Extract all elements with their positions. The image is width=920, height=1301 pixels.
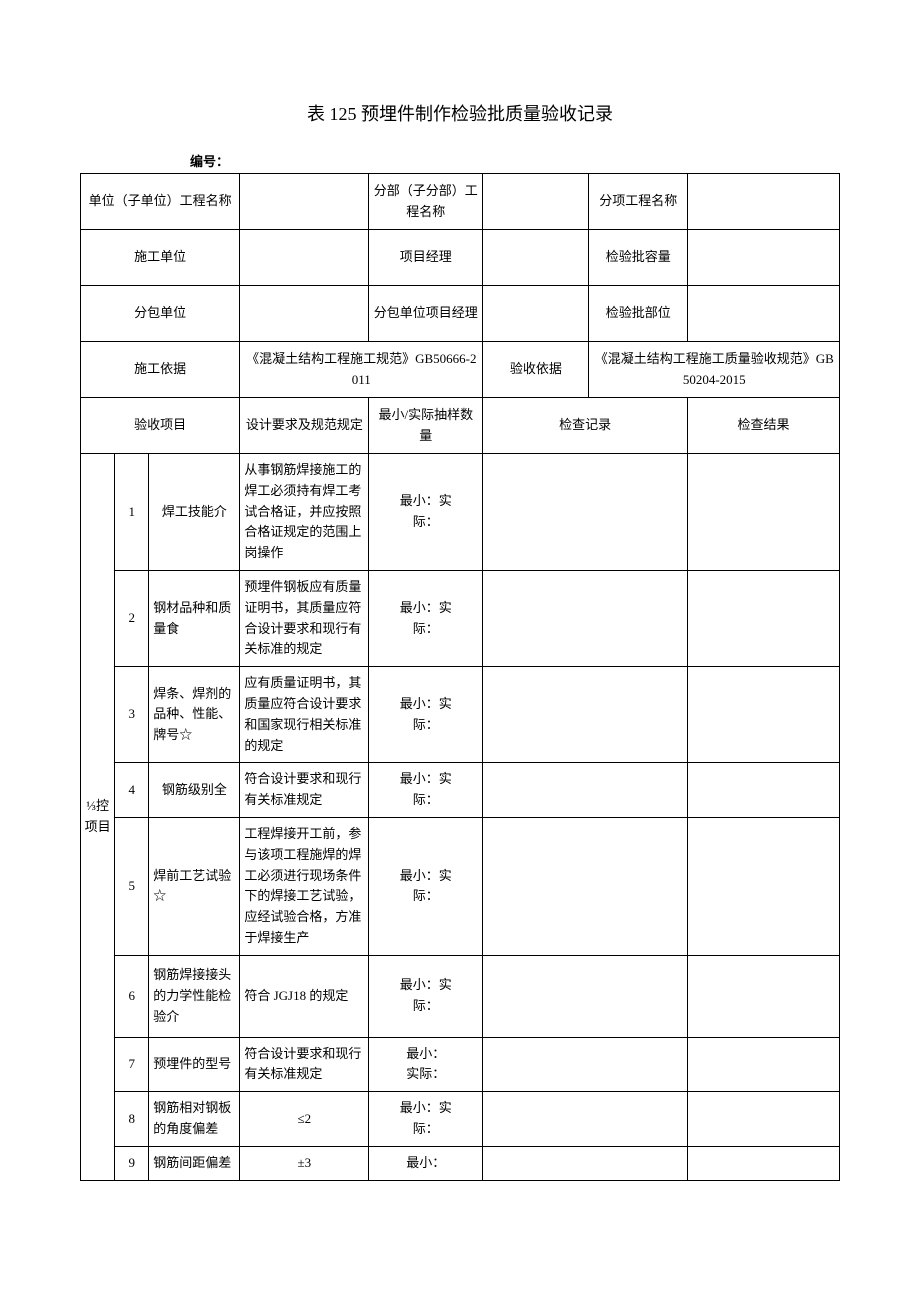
row-record [483, 817, 688, 955]
row-qty: 最小：实际： [369, 1037, 483, 1092]
row-req: 符合设计要求和现行有关标准规定 [240, 763, 369, 818]
row-qty: 最小：实际： [369, 667, 483, 763]
row-record [483, 1092, 688, 1147]
row-result [688, 817, 840, 955]
row-qty: 最小：实际： [369, 570, 483, 666]
page-title: 表 125 预埋件制作检验批质量验收记录 [80, 100, 840, 126]
project-manager-label: 项目经理 [369, 230, 483, 286]
table-row: 7 预埋件的型号 符合设计要求和现行有关标准规定 最小：实际： [81, 1037, 840, 1092]
subcontractor-label: 分包单位 [81, 286, 240, 342]
row-name: 钢筋级别全 [149, 763, 240, 818]
batch-position-value [688, 286, 840, 342]
row-qty: 最小： [369, 1146, 483, 1180]
table-row: 2 钢材品种和质量食 预埋件钢板应有质量证明书，其质量应符合设计要求和现行有关标… [81, 570, 840, 666]
row-result [688, 1037, 840, 1092]
col-check-record: 检查记录 [483, 398, 688, 454]
row-no: 6 [115, 955, 149, 1037]
subcontractor-value [240, 286, 369, 342]
row-result [688, 570, 840, 666]
row-no: 8 [115, 1092, 149, 1147]
row-result [688, 1146, 840, 1180]
row-req: 工程焊接开工前，参与该项工程施焊的焊工必须进行现场条件下的焊接工艺试验，应经试验… [240, 817, 369, 955]
row-no: 9 [115, 1146, 149, 1180]
sub-project-manager-value [483, 286, 589, 342]
division-project-label: 分部（子分部）工程名称 [369, 174, 483, 230]
row-result [688, 454, 840, 571]
row-name: 焊工技能介 [149, 454, 240, 571]
batch-capacity-label: 检验批容量 [589, 230, 688, 286]
row-no: 3 [115, 667, 149, 763]
serial-label: 编号： [80, 151, 840, 170]
row-result [688, 1092, 840, 1147]
header-row-2: 施工单位 项目经理 检验批容量 [81, 230, 840, 286]
row-name: 预埋件的型号 [149, 1037, 240, 1092]
row-qty: 最小：实际： [369, 1092, 483, 1147]
table-row: 5 焊前工艺试验☆ 工程焊接开工前，参与该项工程施焊的焊工必须进行现场条件下的焊… [81, 817, 840, 955]
col-acceptance-item: 验收项目 [81, 398, 240, 454]
construction-unit-value [240, 230, 369, 286]
sub-project-manager-label: 分包单位项目经理 [369, 286, 483, 342]
col-check-result: 检查结果 [688, 398, 840, 454]
row-qty: 最小：实际： [369, 817, 483, 955]
row-qty: 最小：实际： [369, 955, 483, 1037]
sub-project-name-label: 分项工程名称 [589, 174, 688, 230]
row-no: 5 [115, 817, 149, 955]
header-row-1: 单位（子单位）工程名称 分部（子分部）工程名称 分项工程名称 [81, 174, 840, 230]
row-record [483, 454, 688, 571]
row-name: 钢筋焊接接头的力学性能检验介 [149, 955, 240, 1037]
row-req: ≤2 [240, 1092, 369, 1147]
table-row: 6 钢筋焊接接头的力学性能检验介 符合 JGJ18 的规定 最小：实际： [81, 955, 840, 1037]
row-req: 预埋件钢板应有质量证明书，其质量应符合设计要求和现行有关标准的规定 [240, 570, 369, 666]
table-row: 9 钢筋间距偏差 ±3 最小： [81, 1146, 840, 1180]
row-result [688, 667, 840, 763]
table-row: ⅓控项目 1 焊工技能介 从事钢筋焊接施工的焊工必须持有焊工考试合格证，并应按照… [81, 454, 840, 571]
column-header-row: 验收项目 设计要求及规范规定 最小/实际抽样数量 检查记录 检查结果 [81, 398, 840, 454]
row-no: 1 [115, 454, 149, 571]
row-no: 7 [115, 1037, 149, 1092]
table-row: 8 钢筋相对钢板的角度偏差 ≤2 最小：实际： [81, 1092, 840, 1147]
batch-capacity-value [688, 230, 840, 286]
row-name: 钢筋间距偏差 [149, 1146, 240, 1180]
row-result [688, 955, 840, 1037]
row-result [688, 763, 840, 818]
construction-basis-label: 施工依据 [81, 342, 240, 398]
row-name: 焊前工艺试验☆ [149, 817, 240, 955]
row-record [483, 667, 688, 763]
row-req: 符合设计要求和现行有关标准规定 [240, 1037, 369, 1092]
project-manager-value [483, 230, 589, 286]
sub-project-name-value [688, 174, 840, 230]
row-name: 焊条、焊剂的品种、性能、牌号☆ [149, 667, 240, 763]
basis-row: 施工依据 《混凝土结构工程施工规范》GB50666-2011 验收依据 《混凝土… [81, 342, 840, 398]
row-record [483, 955, 688, 1037]
col-min-actual: 最小/实际抽样数量 [369, 398, 483, 454]
row-req: 从事钢筋焊接施工的焊工必须持有焊工考试合格证，并应按照合格证规定的范围上岗操作 [240, 454, 369, 571]
acceptance-basis-label: 验收依据 [483, 342, 589, 398]
acceptance-basis-value: 《混凝土结构工程施工质量验收规范》GB50204-2015 [589, 342, 840, 398]
header-row-3: 分包单位 分包单位项目经理 检验批部位 [81, 286, 840, 342]
division-project-value [483, 174, 589, 230]
unit-project-value [240, 174, 369, 230]
row-record [483, 570, 688, 666]
construction-unit-label: 施工单位 [81, 230, 240, 286]
row-record [483, 763, 688, 818]
row-req: 符合 JGJ18 的规定 [240, 955, 369, 1037]
construction-basis-value: 《混凝土结构工程施工规范》GB50666-2011 [240, 342, 483, 398]
inspection-table: 单位（子单位）工程名称 分部（子分部）工程名称 分项工程名称 施工单位 项目经理… [80, 173, 840, 1181]
row-record [483, 1146, 688, 1180]
row-qty: 最小：实际： [369, 763, 483, 818]
row-no: 2 [115, 570, 149, 666]
row-no: 4 [115, 763, 149, 818]
table-row: 4 钢筋级别全 符合设计要求和现行有关标准规定 最小：实际： [81, 763, 840, 818]
row-req: 应有质量证明书，其质量应符合设计要求和国家现行相关标准的规定 [240, 667, 369, 763]
row-name: 钢材品种和质量食 [149, 570, 240, 666]
row-req: ±3 [240, 1146, 369, 1180]
table-row: 3 焊条、焊剂的品种、性能、牌号☆ 应有质量证明书，其质量应符合设计要求和国家现… [81, 667, 840, 763]
col-design-req: 设计要求及规范规定 [240, 398, 369, 454]
unit-project-label: 单位（子单位）工程名称 [81, 174, 240, 230]
row-qty: 最小：实际： [369, 454, 483, 571]
row-name: 钢筋相对钢板的角度偏差 [149, 1092, 240, 1147]
row-record [483, 1037, 688, 1092]
group-label: ⅓控项目 [81, 454, 115, 1181]
batch-position-label: 检验批部位 [589, 286, 688, 342]
